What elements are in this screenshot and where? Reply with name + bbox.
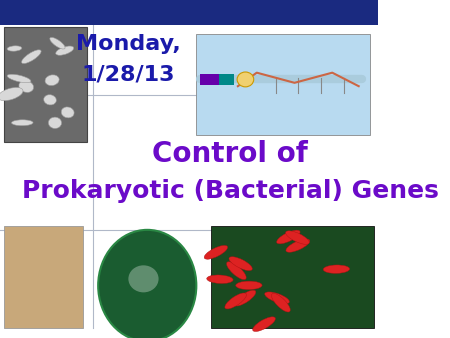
Ellipse shape <box>323 265 350 273</box>
Ellipse shape <box>45 75 59 86</box>
Ellipse shape <box>265 292 289 304</box>
Ellipse shape <box>0 88 23 101</box>
Ellipse shape <box>98 230 196 338</box>
Ellipse shape <box>277 230 300 244</box>
Bar <box>212 226 374 328</box>
Ellipse shape <box>49 117 62 128</box>
Ellipse shape <box>253 317 275 332</box>
Ellipse shape <box>7 46 22 51</box>
Ellipse shape <box>286 239 310 252</box>
Ellipse shape <box>286 231 309 244</box>
Bar <box>4 226 83 328</box>
Text: Monday,: Monday, <box>76 34 181 54</box>
Ellipse shape <box>236 281 262 290</box>
Bar <box>4 27 87 142</box>
Bar <box>200 74 219 84</box>
Text: Prokaryotic (Bacterial) Genes: Prokaryotic (Bacterial) Genes <box>22 179 439 203</box>
Ellipse shape <box>234 290 256 306</box>
Ellipse shape <box>229 257 252 271</box>
Text: 1/28/13: 1/28/13 <box>81 64 175 84</box>
Ellipse shape <box>56 46 74 55</box>
Ellipse shape <box>22 50 41 64</box>
Circle shape <box>237 72 254 87</box>
Text: Control of: Control of <box>153 140 308 168</box>
Ellipse shape <box>12 120 33 126</box>
Bar <box>196 34 370 135</box>
Ellipse shape <box>50 38 65 49</box>
Ellipse shape <box>7 74 31 83</box>
Bar <box>0 0 378 25</box>
Bar <box>219 74 234 84</box>
Ellipse shape <box>207 275 233 284</box>
Ellipse shape <box>226 262 246 280</box>
Ellipse shape <box>19 80 34 92</box>
Ellipse shape <box>204 245 228 259</box>
Ellipse shape <box>225 293 247 309</box>
Ellipse shape <box>128 265 158 292</box>
Ellipse shape <box>61 107 74 118</box>
Ellipse shape <box>44 95 56 105</box>
Ellipse shape <box>271 293 290 312</box>
